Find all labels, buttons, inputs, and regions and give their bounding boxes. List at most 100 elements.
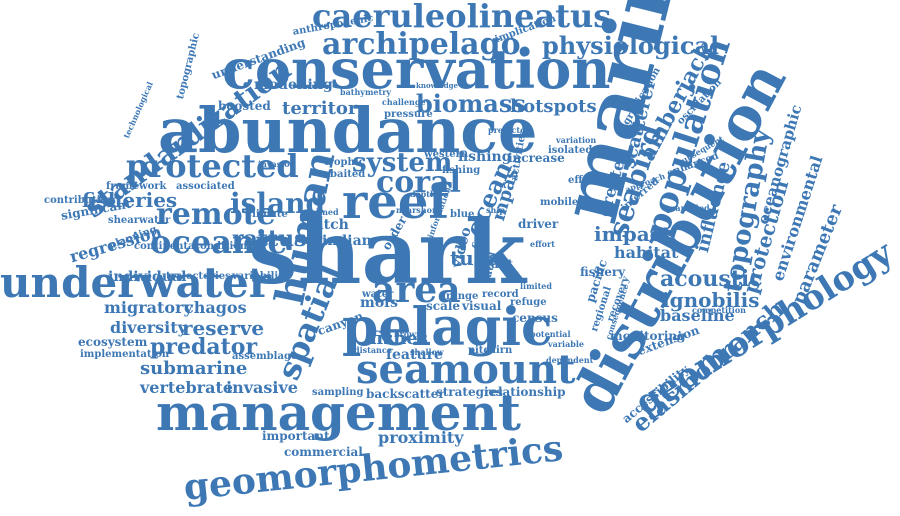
- cloud-word: variable: [548, 339, 584, 349]
- cloud-word: individual: [108, 269, 187, 285]
- cloud-word: mobile: [540, 197, 579, 208]
- cloud-word: relationship: [484, 385, 566, 399]
- cloud-word: dependent: [546, 355, 594, 365]
- cloud-word: ecosystem: [78, 335, 148, 349]
- cloud-word: refuge: [510, 297, 547, 308]
- cloud-word: effort: [530, 239, 555, 249]
- cloud-word: condition: [194, 241, 248, 252]
- cloud-word: tuna: [450, 246, 502, 270]
- cloud-word: diversity: [110, 318, 187, 337]
- cloud-word: biomass: [416, 89, 526, 118]
- cloud-word: remote: [156, 197, 276, 232]
- cloud-word: archipelago: [322, 27, 521, 62]
- cloud-word: knowledge: [416, 81, 458, 90]
- cloud-word: sampling: [312, 387, 364, 398]
- cloud-word: strategies: [436, 385, 503, 399]
- cloud-word: nearshore: [396, 205, 442, 215]
- cloud-word: framework: [106, 181, 167, 192]
- cloud-word: commercial: [284, 445, 363, 459]
- cloud-word: oceanic: [150, 223, 287, 261]
- cloud-word: fisheries: [82, 188, 178, 212]
- cloud-word: valuable: [292, 253, 321, 260]
- cloud-word: abundance: [158, 94, 538, 167]
- cloud-word: territory: [282, 98, 368, 119]
- cloud-word: implementation: [80, 349, 170, 360]
- cloud-word: fishing: [442, 165, 481, 176]
- cloud-word: range: [446, 291, 479, 302]
- cloud-word: variability: [232, 271, 289, 282]
- cloud-word: impact: [594, 222, 672, 246]
- cloud-word: fishery: [580, 265, 626, 279]
- cloud-word: shallow: [410, 347, 444, 357]
- cloud-word: blue: [450, 209, 475, 220]
- cloud-word: quantified: [664, 203, 710, 213]
- cloud-word: habitat: [614, 243, 679, 262]
- cloud-word: scale: [426, 299, 461, 313]
- cloud-word: seamount: [356, 346, 576, 393]
- cloud-word: underwater: [0, 258, 271, 307]
- cloud-word: submarine: [140, 358, 248, 379]
- cloud-word: topographic: [175, 31, 203, 101]
- cloud-word: system: [352, 148, 453, 178]
- cloud-word: predictor: [488, 125, 530, 135]
- cloud-word: protected: [126, 147, 299, 185]
- cloud-word: pressure: [384, 109, 433, 120]
- cloud-word: coral: [376, 165, 461, 200]
- cloud-word: migratory: [104, 298, 193, 317]
- cloud-word: chagos: [184, 298, 247, 317]
- cloud-word: mofs: [360, 295, 399, 311]
- cloud-word: depth: [410, 189, 436, 199]
- cloud-word: backscatter: [366, 387, 445, 401]
- cloud-word: important: [262, 429, 330, 443]
- cloud-word: associated: [176, 181, 235, 192]
- cloud-word: area: [372, 269, 461, 311]
- cloud-word: trajectories: [166, 271, 231, 282]
- cloud-word: fishes: [370, 328, 428, 349]
- cloud-word: climate: [246, 209, 288, 220]
- cloud-word: invasion: [258, 159, 296, 169]
- cloud-word: conservation: [222, 37, 611, 101]
- cloud-word: census: [512, 311, 558, 325]
- cloud-word: record: [482, 289, 519, 300]
- cloud-word: ship: [486, 205, 505, 215]
- cloud-word: proximity: [378, 428, 464, 447]
- cloud-word: fishing: [458, 149, 512, 165]
- cloud-word: vertebrate: [140, 378, 234, 397]
- cloud-word: visual: [462, 299, 502, 313]
- cloud-word: invasive: [226, 378, 298, 397]
- cloud-word: modelling: [254, 77, 333, 93]
- cloud-word: island: [230, 187, 326, 220]
- cloud-word: water: [362, 289, 394, 300]
- cloud-word: limited: [520, 281, 552, 291]
- cloud-word: indian: [322, 233, 372, 249]
- cloud-word: isolated: [548, 145, 593, 156]
- cloud-word: catch: [306, 217, 349, 233]
- cloud-word: acoustic: [660, 266, 763, 292]
- cloud-word: brown: [394, 329, 422, 339]
- cloud-word: contribution: [44, 195, 115, 206]
- cloud-word: shearwater: [108, 215, 171, 226]
- cloud-word: pelagic: [342, 297, 553, 358]
- cloud-word: western: [424, 149, 469, 160]
- cloud-word: bathymetry: [340, 87, 392, 97]
- cloud-word: boosted: [218, 99, 271, 113]
- cloud-word: management: [156, 383, 521, 442]
- cloud-word: pitcairn: [468, 345, 513, 356]
- cloud-word: driver: [518, 217, 559, 231]
- cloud-word: baited: [330, 169, 366, 180]
- cloud-word: reserve: [182, 316, 265, 340]
- cloud-word: giant: [478, 257, 513, 271]
- cloud-word: variation: [556, 135, 597, 145]
- cloud-word: monitoring: [610, 329, 686, 343]
- cloud-word: technological: [121, 80, 155, 140]
- cloud-word: physiological: [542, 31, 720, 60]
- cloud-word: baseline: [660, 306, 735, 325]
- cloud-word: predator: [150, 334, 258, 360]
- cloud-word: increase: [508, 151, 565, 165]
- cloud-word: challenge: [382, 97, 426, 107]
- cloud-word: reef: [342, 174, 450, 230]
- cloud-word: potential: [530, 329, 571, 339]
- cloud-word: effective: [568, 175, 616, 186]
- cloud-word: hotspots: [510, 96, 597, 117]
